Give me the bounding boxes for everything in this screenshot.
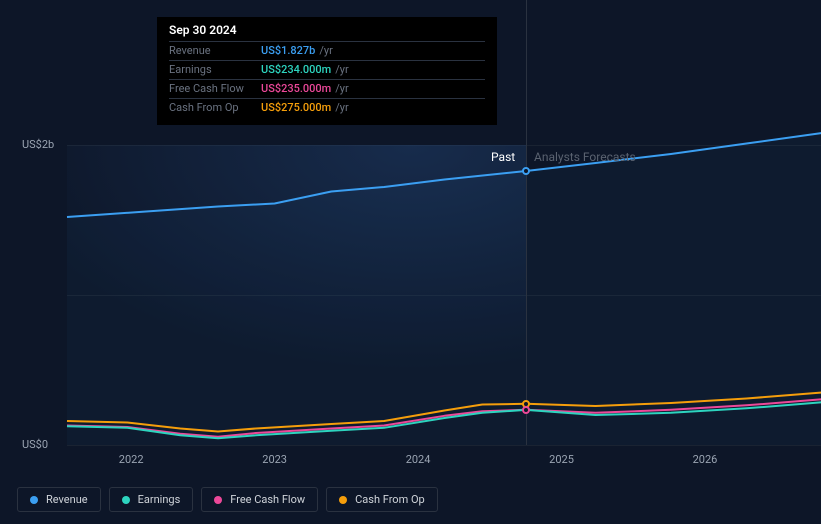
data-marker bbox=[522, 167, 530, 175]
tooltip-metric-value: US$234.000m bbox=[261, 63, 331, 76]
tooltip-metric-label: Earnings bbox=[169, 63, 261, 76]
x-axis-tick: 2022 bbox=[119, 453, 144, 466]
legend-item[interactable]: Earnings bbox=[109, 487, 194, 512]
tooltip-metric-suffix: /yr bbox=[319, 44, 332, 57]
x-axis-tick: 2026 bbox=[693, 453, 718, 466]
tooltip-metric-value: US$235.000m bbox=[261, 82, 331, 95]
legend-dot-icon bbox=[214, 496, 222, 504]
past-label: Past bbox=[491, 150, 515, 164]
tooltip-row: Cash From OpUS$275.000m/yr bbox=[169, 98, 485, 117]
tooltip-metric-value: US$275.000m bbox=[261, 101, 331, 114]
legend: Revenue Earnings Free Cash Flow Cash From O… bbox=[17, 487, 438, 512]
tooltip-metric-label: Free Cash Flow bbox=[169, 82, 261, 95]
legend-item[interactable]: Revenue bbox=[17, 487, 101, 512]
hover-vertical-line bbox=[526, 0, 527, 445]
tooltip-metric-suffix: /yr bbox=[335, 63, 348, 76]
tooltip-metric-label: Cash From Op bbox=[169, 101, 261, 114]
x-axis-tick: 2024 bbox=[406, 453, 431, 466]
x-axis-tick: 2023 bbox=[262, 453, 287, 466]
tooltip-metric-suffix: /yr bbox=[335, 101, 348, 114]
data-marker bbox=[522, 406, 530, 414]
tooltip-metric-value: US$1.827b bbox=[261, 44, 315, 57]
legend-dot-icon bbox=[122, 496, 130, 504]
tooltip-metric-label: Revenue bbox=[169, 44, 261, 57]
tooltip-metric-suffix: /yr bbox=[335, 82, 348, 95]
forecasts-label: Analysts Forecasts bbox=[534, 150, 636, 164]
tooltip: Sep 30 2024 RevenueUS$1.827b/yrEarningsU… bbox=[157, 17, 497, 125]
legend-dot-icon bbox=[339, 496, 347, 504]
tooltip-date: Sep 30 2024 bbox=[169, 23, 485, 41]
legend-item[interactable]: Cash From Op bbox=[326, 487, 438, 512]
legend-label: Free Cash Flow bbox=[230, 493, 305, 506]
tooltip-row: RevenueUS$1.827b/yr bbox=[169, 41, 485, 60]
x-axis-tick: 2025 bbox=[549, 453, 574, 466]
legend-item[interactable]: Free Cash Flow bbox=[201, 487, 318, 512]
legend-label: Earnings bbox=[138, 493, 181, 506]
financials-chart: US$2b US$0 Past Analysts Forecasts 20222… bbox=[17, 0, 805, 524]
legend-dot-icon bbox=[30, 496, 38, 504]
tooltip-row: EarningsUS$234.000m/yr bbox=[169, 60, 485, 79]
legend-label: Revenue bbox=[46, 493, 88, 506]
legend-label: Cash From Op bbox=[355, 493, 425, 506]
tooltip-row: Free Cash FlowUS$235.000m/yr bbox=[169, 79, 485, 98]
